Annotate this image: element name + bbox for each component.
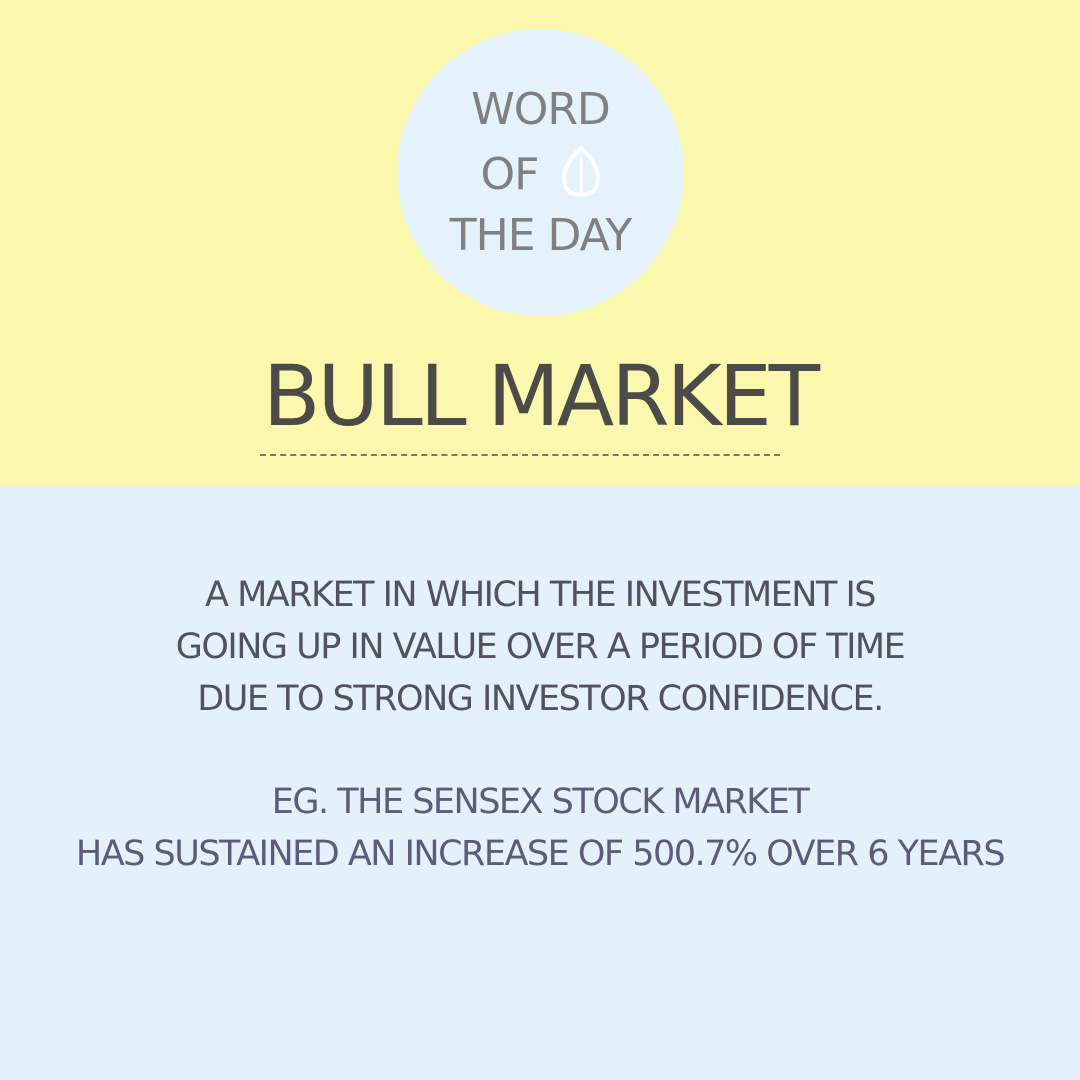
definition-line: A MARKET IN WHICH THE INVESTMENT IS xyxy=(205,575,877,615)
badge-word-label: WORD xyxy=(471,84,611,135)
bottom-panel xyxy=(0,486,1080,1080)
example-line: HAS SUSTAINED AN INCREASE OF 500.7% OVER… xyxy=(75,834,1006,874)
term-title: BULL MARKET xyxy=(262,347,820,445)
definition-line: DUE TO STRONG INVESTOR CONFIDENCE. xyxy=(197,679,884,719)
dashed-divider xyxy=(260,454,780,456)
definition-line: GOING UP IN VALUE OVER A PERIOD OF TIME xyxy=(175,627,906,667)
leaf-icon xyxy=(562,146,600,197)
definition-text: A MARKET IN WHICH THE INVESTMENT IS GOIN… xyxy=(0,569,1080,725)
badge-of-label: OF xyxy=(480,149,540,200)
example-text: EG. THE SENSEX STOCK MARKET HAS SUSTAINE… xyxy=(0,776,1080,880)
word-of-the-day-badge: WORD OF THE DAY xyxy=(397,29,684,316)
example-line: EG. THE SENSEX STOCK MARKET xyxy=(271,782,810,822)
badge-the-day-label: THE DAY xyxy=(449,210,632,261)
